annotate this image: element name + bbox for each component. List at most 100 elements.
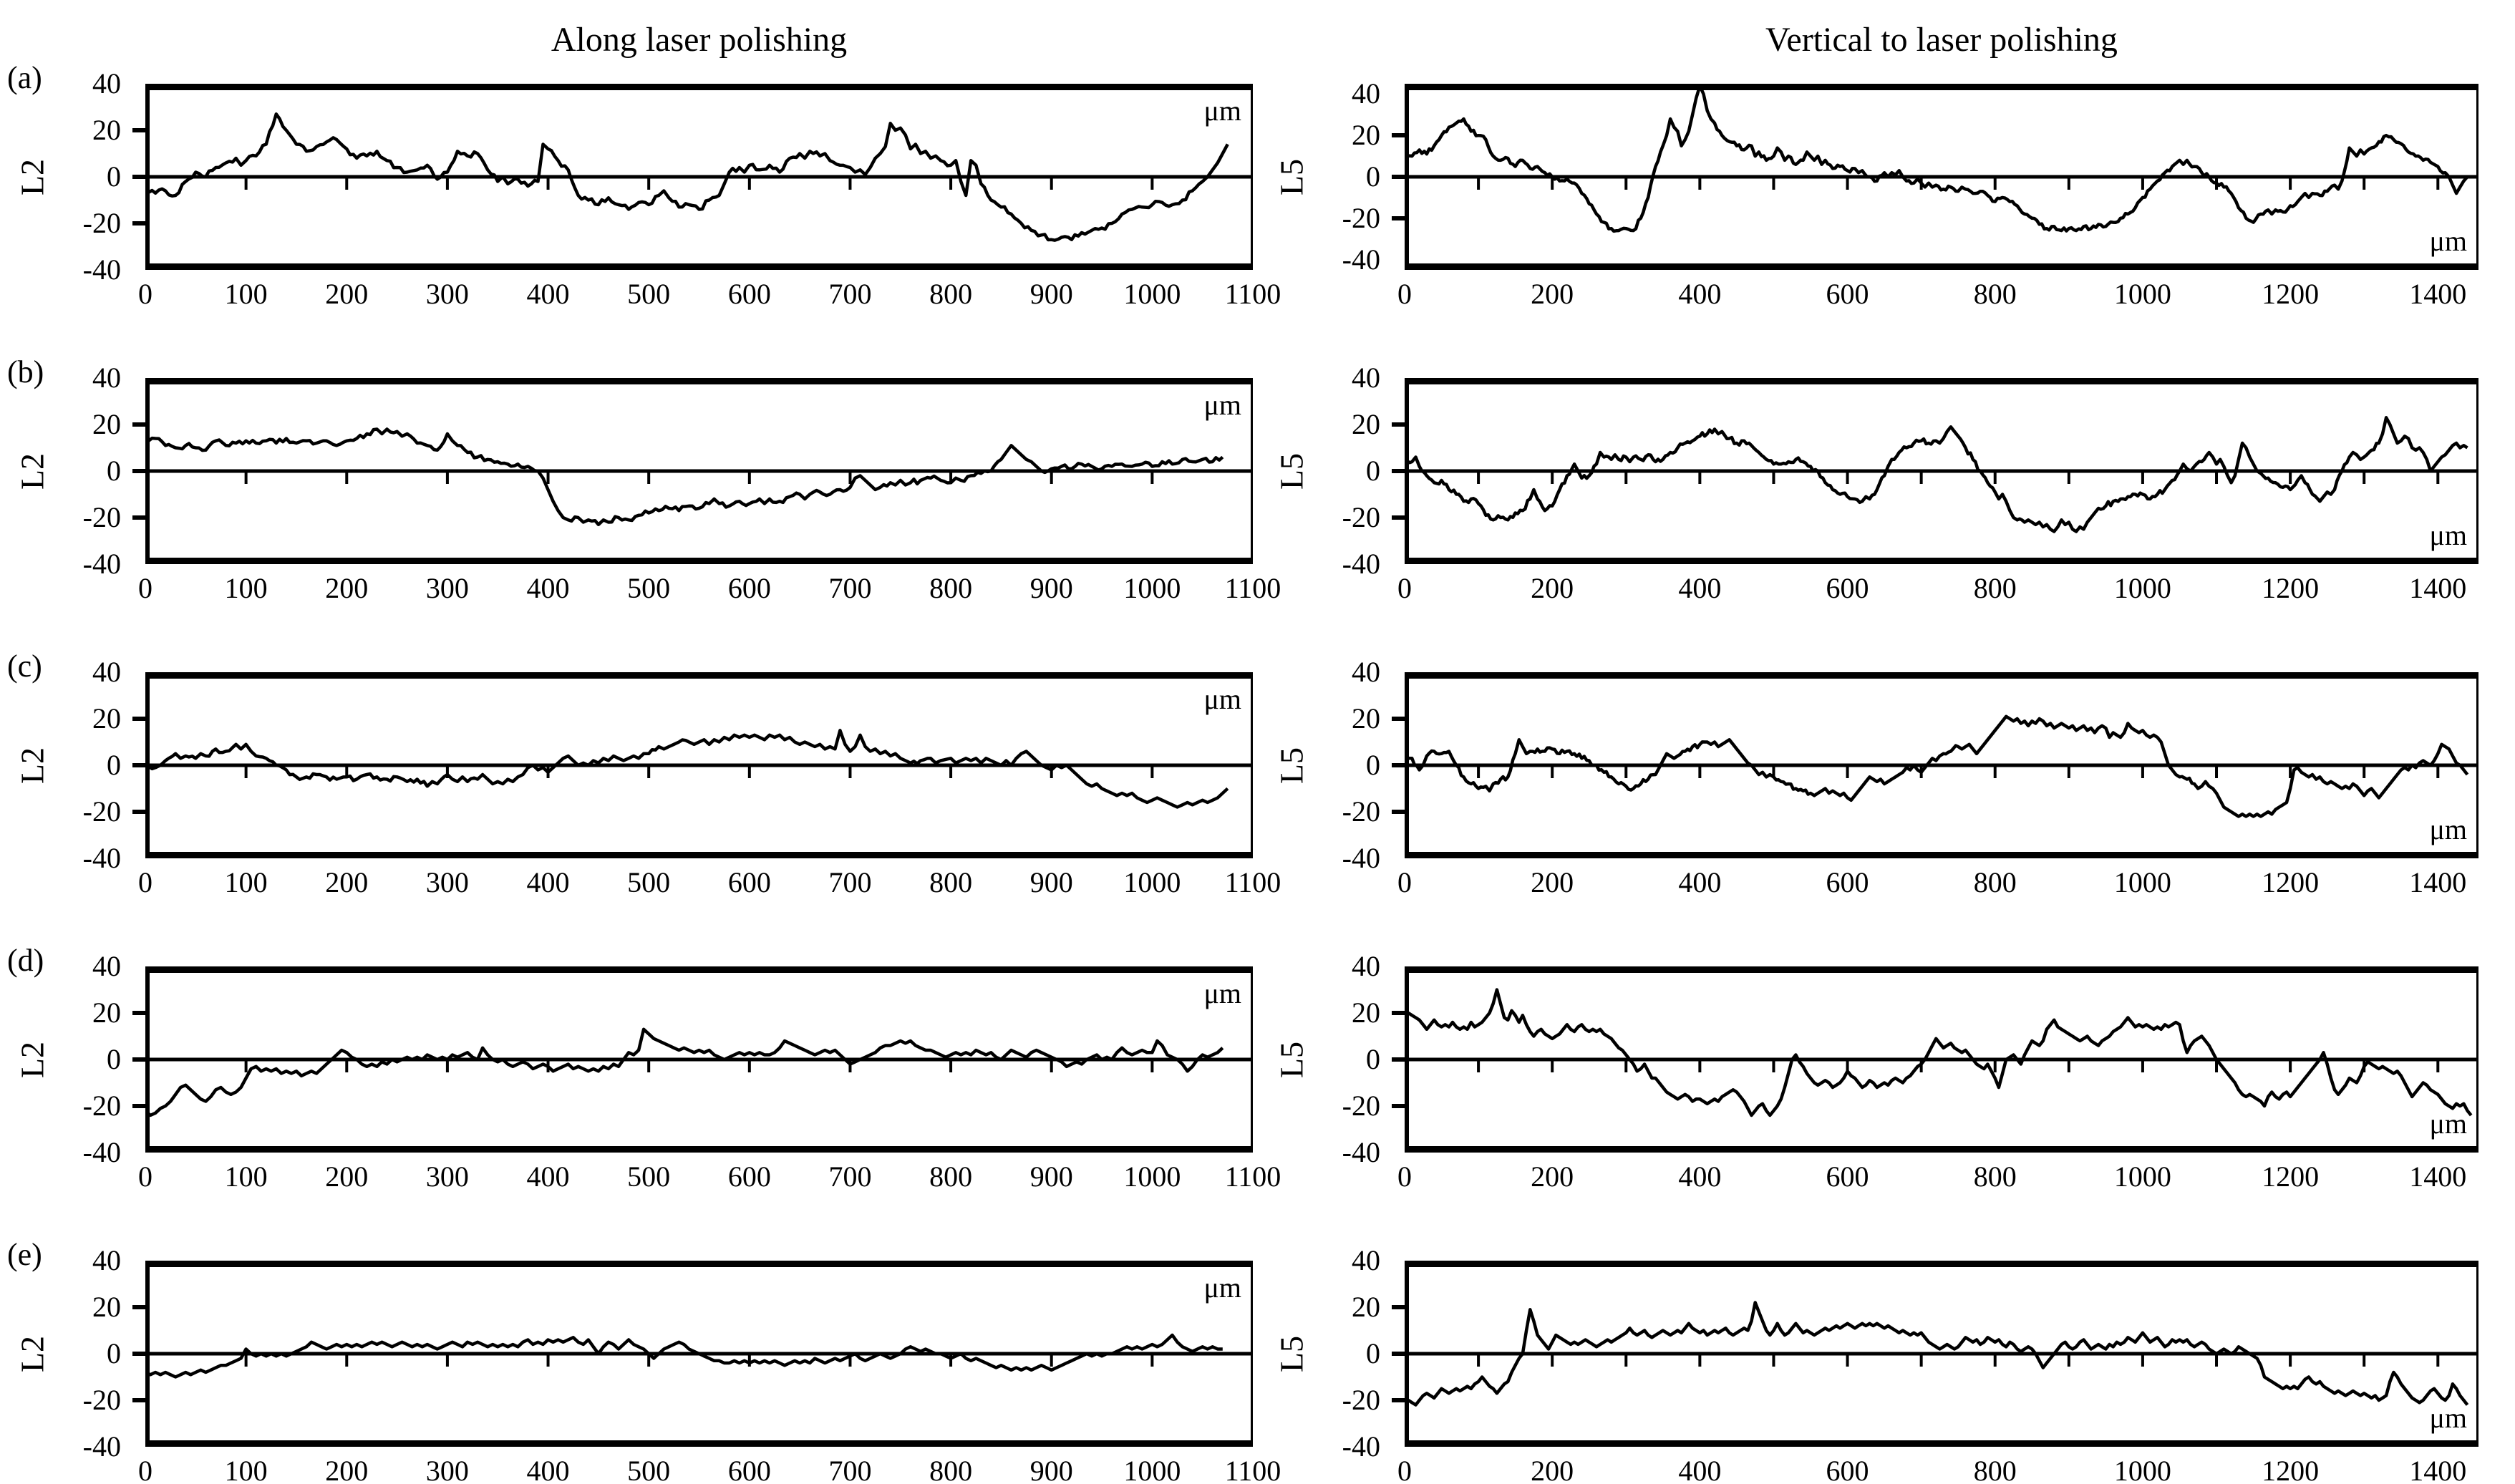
y-tick-label: 0 [1366, 1043, 1380, 1075]
x-axis-tick-mark [647, 177, 651, 190]
y-tick-label: 40 [1352, 950, 1380, 982]
x-axis-tick-mark [1698, 1354, 1702, 1367]
y-tick-label: 0 [107, 1043, 121, 1075]
plot-border-bottom [145, 1440, 1253, 1447]
x-tick-label: 600 [1826, 866, 1869, 898]
x-tick-label: 900 [1029, 1160, 1073, 1193]
y-tick-label: 0 [107, 749, 121, 781]
y-tick-label: -20 [82, 501, 121, 533]
x-axis-tick-mark [848, 1059, 852, 1072]
y-axis-tick-mark [132, 128, 145, 132]
y-axis-tick-mark [1392, 1305, 1405, 1309]
y-tick-label: 40 [92, 1244, 121, 1276]
x-axis-tick-mark [1772, 1059, 1775, 1072]
x-tick-label: 400 [1678, 572, 1722, 604]
x-tick-label: 1100 [1224, 866, 1281, 898]
x-axis-tick-mark [747, 1059, 751, 1072]
y-axis-tick-mark [1392, 1352, 1405, 1356]
x-axis-tick-mark [2363, 177, 2366, 190]
roughness-profile-line [1405, 714, 2469, 818]
x-tick-label: 600 [1826, 1455, 1869, 1484]
x-axis-tick-mark [1993, 471, 1997, 484]
x-tick-label: 1000 [1123, 572, 1181, 604]
x-axis-tick-mark [747, 1354, 751, 1367]
x-tick-label: 0 [1397, 866, 1412, 898]
roughness-profile-line [145, 1027, 1224, 1117]
x-axis-tick-mark [546, 471, 550, 484]
y-tick-label: -20 [1342, 501, 1380, 533]
x-axis-tick-mark [1772, 177, 1775, 190]
x-axis-tick-mark [1772, 1354, 1775, 1367]
y-axis-label: L5 [1273, 1335, 1310, 1373]
plot-border-bottom [145, 1146, 1253, 1153]
x-axis-tick-mark [244, 1354, 248, 1367]
x-axis-tick-mark [2067, 177, 2070, 190]
x-tick-label: 1000 [2113, 278, 2171, 310]
x-axis-tick-mark [1993, 1059, 1997, 1072]
plot-border-top [145, 84, 1253, 90]
profile-chart-d-along [145, 966, 1253, 1153]
x-tick-label: 500 [627, 1455, 671, 1484]
x-tick-label: 0 [138, 866, 152, 898]
y-axis-tick-mark [132, 810, 145, 814]
y-tick-label: 20 [1352, 119, 1380, 152]
x-axis-tick-mark [345, 177, 349, 190]
y-tick-label: 20 [1352, 1291, 1380, 1323]
y-axis-label: L5 [1273, 158, 1310, 196]
roughness-profile-line [145, 427, 1224, 527]
unit-label: μm [2429, 519, 2467, 551]
roughness-profile-line [145, 1333, 1223, 1379]
x-axis-tick-mark [2215, 765, 2219, 778]
profile-chart-e-along [145, 1261, 1253, 1447]
y-axis-tick-mark [1392, 175, 1405, 179]
x-axis-tick-mark [949, 1354, 953, 1367]
roughness-profile-line [1405, 988, 2473, 1117]
x-axis-tick-mark [2141, 177, 2144, 190]
y-tick-label: -20 [1342, 201, 1380, 234]
y-tick-label: -40 [82, 548, 121, 580]
x-axis-tick-mark [244, 1059, 248, 1072]
x-axis-tick-mark [244, 177, 248, 190]
y-axis-label: L2 [14, 747, 51, 785]
y-axis-tick-mark [1392, 810, 1405, 814]
plot-border-bottom [145, 852, 1253, 858]
x-axis-tick-mark [445, 1059, 449, 1072]
x-tick-label: 1000 [1123, 1455, 1181, 1484]
x-axis-tick-mark [2067, 1059, 2070, 1072]
y-axis-label: L2 [14, 452, 51, 490]
plot-border-top [145, 1261, 1253, 1267]
x-tick-label: 1400 [2409, 278, 2467, 310]
x-axis-tick-mark [2363, 1354, 2366, 1367]
x-axis-tick-mark [1150, 471, 1154, 484]
x-axis-tick-mark [1993, 177, 1997, 190]
x-tick-label: 200 [325, 1455, 369, 1484]
zero-axis-line [1405, 1352, 2478, 1356]
x-tick-label: 0 [138, 1455, 152, 1484]
y-tick-label: -20 [1342, 795, 1380, 828]
x-tick-label: 500 [627, 866, 671, 898]
zero-axis-line [145, 469, 1253, 473]
x-axis-tick-mark [2436, 177, 2440, 190]
roughness-profile-line [1405, 84, 2469, 233]
x-axis-tick-mark [1551, 1354, 1554, 1367]
x-axis-tick-mark [1772, 471, 1775, 484]
x-axis-tick-mark [2067, 1354, 2070, 1367]
y-tick-label: -40 [1342, 243, 1380, 276]
x-axis-tick-mark [1698, 1059, 1702, 1072]
x-axis-tick-mark [1919, 1354, 1923, 1367]
x-tick-label: 1000 [2113, 866, 2171, 898]
x-tick-label: 1200 [2262, 278, 2320, 310]
y-axis-label: L2 [14, 1335, 51, 1373]
y-tick-label: -20 [82, 1384, 121, 1416]
x-axis-tick-mark [2067, 765, 2070, 778]
y-tick-label: 20 [1352, 702, 1380, 734]
unit-label: μm [2429, 1402, 2467, 1434]
y-axis-tick-mark [132, 1352, 145, 1356]
x-tick-label: 1400 [2409, 1455, 2467, 1484]
zero-axis-line [1405, 1057, 2478, 1062]
x-tick-label: 400 [526, 572, 570, 604]
x-tick-label: 1000 [2113, 1455, 2171, 1484]
zero-axis-line [145, 763, 1253, 767]
plot-border-bottom [1405, 1440, 2478, 1447]
